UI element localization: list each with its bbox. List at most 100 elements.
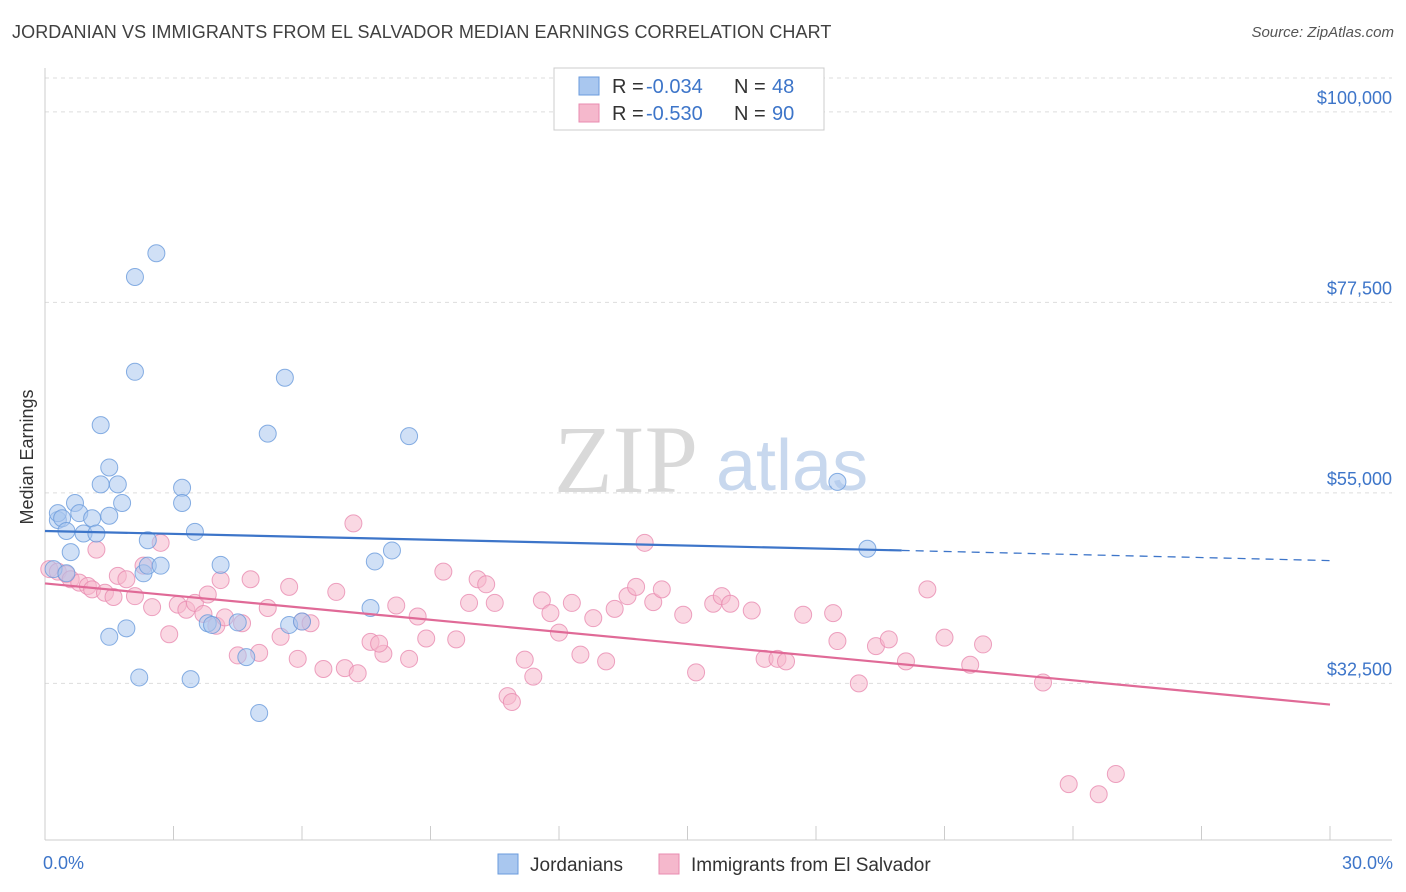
data-point bbox=[408, 607, 427, 626]
data-point bbox=[828, 472, 847, 491]
data-point bbox=[117, 619, 136, 638]
watermark-atlas: atlas bbox=[716, 426, 868, 506]
x-tick-label-min: 0.0% bbox=[43, 853, 84, 873]
data-point bbox=[100, 506, 119, 525]
data-point bbox=[57, 564, 76, 583]
legend-swatch-el-salvador bbox=[578, 103, 600, 123]
data-point bbox=[348, 664, 367, 683]
stats-legend: R = -0.034 N = 48 R = -0.530 N = 90 bbox=[553, 67, 825, 131]
data-point bbox=[382, 541, 401, 560]
data-point bbox=[258, 424, 277, 443]
data-point bbox=[125, 587, 144, 606]
data-point bbox=[824, 604, 843, 623]
y-tick-label: $55,000 bbox=[1327, 469, 1392, 489]
data-point bbox=[288, 649, 307, 668]
data-point bbox=[293, 612, 311, 631]
data-point bbox=[541, 604, 560, 623]
data-point bbox=[485, 593, 504, 612]
data-point bbox=[237, 648, 256, 667]
data-point bbox=[974, 635, 993, 654]
trend-line-jordanians bbox=[44, 529, 902, 552]
data-point bbox=[87, 524, 106, 543]
data-point bbox=[203, 615, 222, 634]
data-point bbox=[258, 599, 277, 618]
data-point bbox=[113, 494, 132, 513]
data-point bbox=[344, 514, 363, 533]
legend-n-value-2: 90 bbox=[772, 103, 794, 125]
bottom-legend-label-el-salvador: Immigrants from El Salvador bbox=[691, 855, 931, 876]
data-point bbox=[241, 570, 260, 589]
data-point bbox=[117, 570, 136, 589]
series-legend: Jordanians Immigrants from El Salvador bbox=[497, 853, 931, 876]
data-point bbox=[211, 571, 230, 590]
data-point bbox=[721, 594, 740, 613]
trend-line-el-salvador bbox=[44, 582, 1331, 706]
data-point bbox=[687, 663, 706, 682]
legend-r-label-2: R = bbox=[612, 103, 644, 125]
data-point bbox=[125, 267, 144, 286]
data-point bbox=[502, 692, 521, 711]
data-point bbox=[896, 652, 915, 671]
data-point bbox=[87, 540, 106, 559]
watermark: ZIP atlas bbox=[554, 406, 868, 513]
data-point bbox=[935, 628, 954, 647]
trend-lines bbox=[44, 529, 1331, 706]
data-point bbox=[571, 645, 590, 664]
data-point bbox=[387, 596, 406, 615]
data-point bbox=[130, 668, 149, 687]
legend-r-value-1: -0.034 bbox=[646, 76, 703, 98]
data-point bbox=[147, 244, 166, 263]
legend-n-value-1: 48 bbox=[772, 76, 794, 98]
data-point bbox=[1106, 764, 1125, 783]
data-point bbox=[211, 555, 230, 574]
data-point bbox=[365, 552, 384, 571]
legend-swatch-jordanians bbox=[578, 76, 600, 96]
data-point bbox=[794, 605, 813, 624]
x-tick-labels: 0.0% 30.0% bbox=[43, 853, 1393, 873]
data-point bbox=[151, 556, 170, 575]
data-point bbox=[160, 625, 179, 644]
bottom-legend-swatch-el-salvador bbox=[658, 853, 680, 875]
data-point bbox=[91, 416, 110, 435]
y-tick-label: $100,000 bbox=[1317, 88, 1392, 108]
data-point bbox=[524, 667, 543, 686]
trend-line-jordanians-extension bbox=[901, 549, 1331, 562]
data-point bbox=[104, 588, 123, 607]
legend-r-label-1: R = bbox=[612, 76, 644, 98]
data-point bbox=[143, 598, 162, 617]
data-point bbox=[370, 634, 389, 653]
data-point bbox=[250, 704, 269, 722]
data-point bbox=[125, 362, 144, 381]
data-point bbox=[777, 652, 796, 671]
data-point bbox=[1089, 785, 1108, 804]
data-point bbox=[185, 522, 204, 541]
data-point bbox=[400, 427, 419, 446]
data-point bbox=[61, 543, 80, 562]
data-point bbox=[597, 652, 616, 671]
data-point bbox=[849, 674, 868, 693]
series-jordanians bbox=[44, 244, 877, 722]
y-tick-labels: $32,500 $55,000 $77,500 $100,000 bbox=[1317, 88, 1392, 679]
data-point bbox=[275, 368, 294, 387]
data-point bbox=[417, 629, 436, 648]
data-point bbox=[605, 599, 624, 618]
data-point bbox=[460, 593, 479, 612]
data-point bbox=[635, 533, 654, 552]
data-point bbox=[181, 670, 200, 689]
data-point bbox=[100, 458, 119, 477]
data-point bbox=[584, 609, 603, 628]
data-point bbox=[173, 478, 192, 497]
data-point bbox=[644, 593, 663, 612]
y-tick-label: $77,500 bbox=[1327, 278, 1392, 298]
data-point bbox=[280, 577, 299, 596]
data-point bbox=[562, 593, 581, 612]
data-point bbox=[314, 659, 333, 678]
data-point bbox=[627, 577, 646, 596]
data-point bbox=[515, 650, 534, 669]
axes bbox=[44, 68, 1392, 841]
data-point bbox=[1059, 775, 1078, 794]
data-point bbox=[918, 580, 937, 599]
data-point bbox=[532, 591, 551, 610]
data-point bbox=[434, 562, 453, 581]
data-point bbox=[400, 649, 419, 668]
